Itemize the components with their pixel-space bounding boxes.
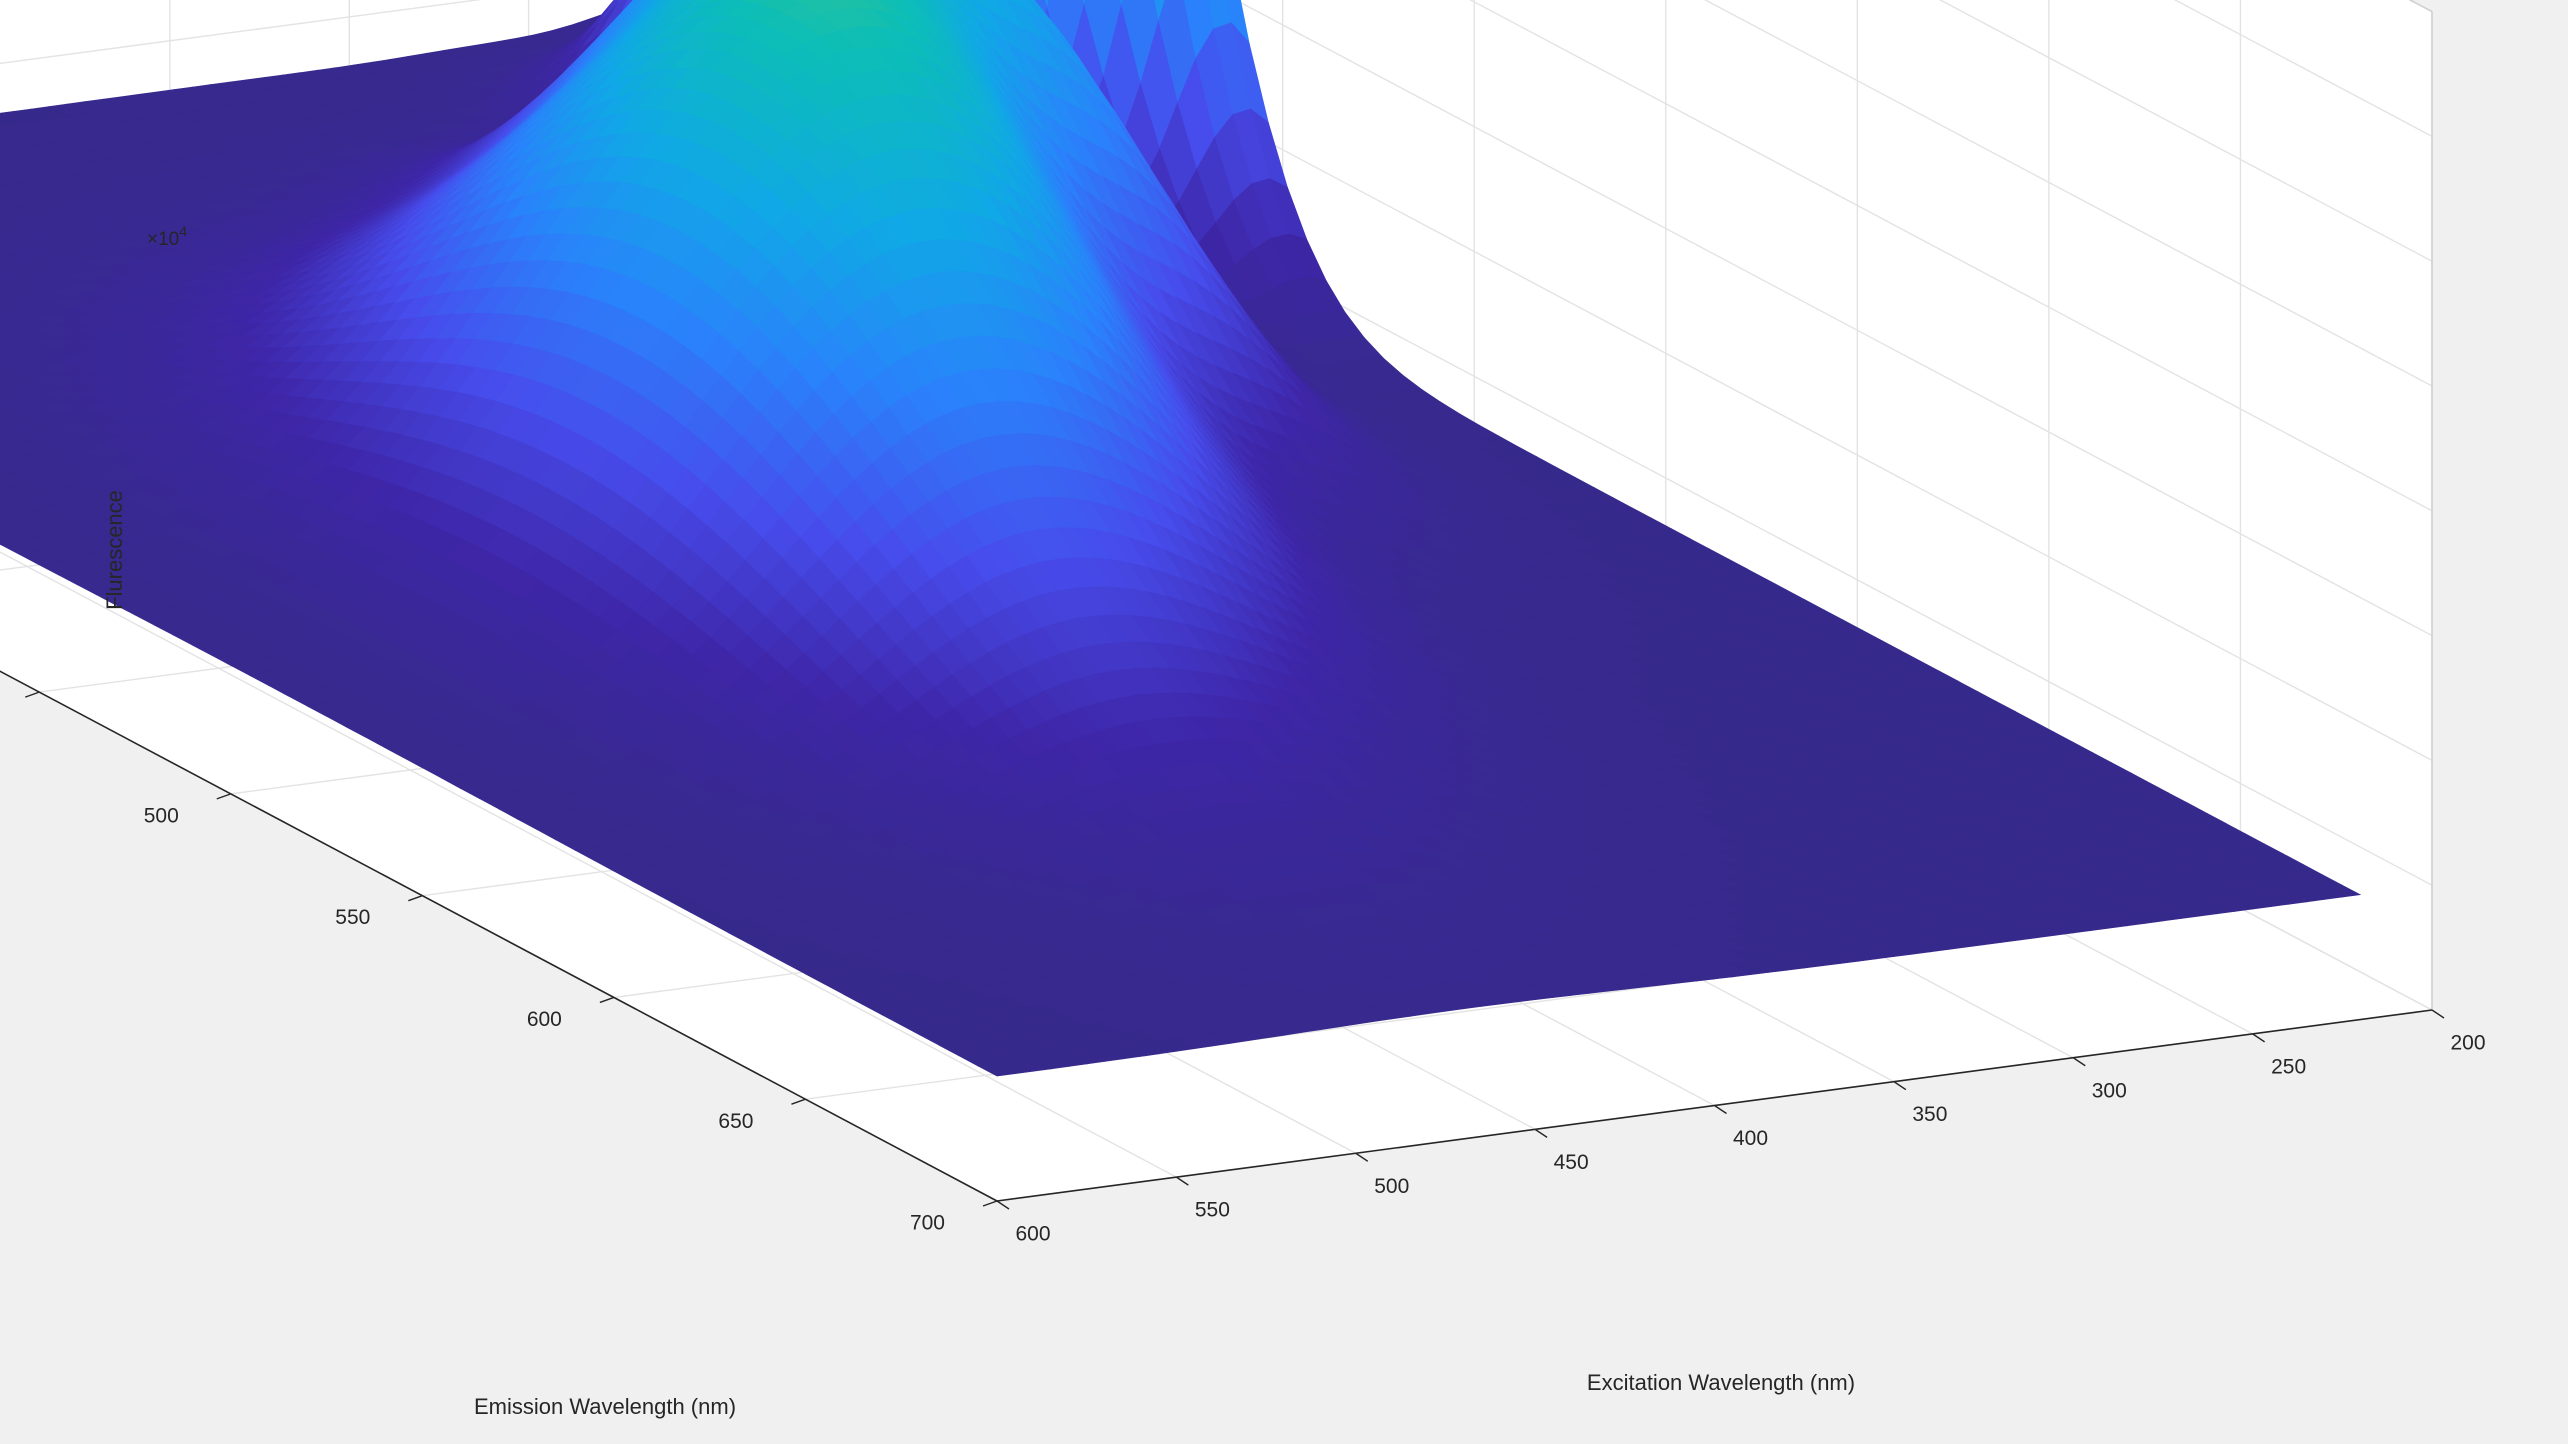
grid-x-floor: [0, 551, 1177, 1178]
surface-patch: [0, 271, 14, 281]
surface-patch: [0, 305, 18, 316]
grid-z-left: [0, 0, 482, 65]
grid-z-right: [999, 0, 2433, 762]
surface-patch: [0, 282, 15, 292]
grid-z-right: [1704, 0, 2433, 387]
surface-patch: [0, 138, 18, 151]
surface-patch: [0, 414, 9, 422]
surface-patch: [0, 506, 18, 519]
grid-z-right: [1938, 0, 2433, 262]
surface-patch: [0, 115, 16, 126]
surface-patch: [639, 0, 648, 8]
surface-patch: [0, 388, 7, 394]
grid-z-right: [1234, 0, 2433, 637]
surface-patch: [0, 316, 19, 329]
surface-patch: [0, 293, 16, 304]
surface-patch: [0, 401, 8, 408]
grid-z-right: [1469, 0, 2433, 512]
surface-patch: [0, 127, 17, 139]
surface-patch: [0, 376, 6, 380]
surface-patch: [0, 427, 10, 436]
surface-patch: [0, 454, 13, 464]
surface-patch: [0, 440, 12, 450]
fluorescence-surface: [0, 0, 2362, 1077]
